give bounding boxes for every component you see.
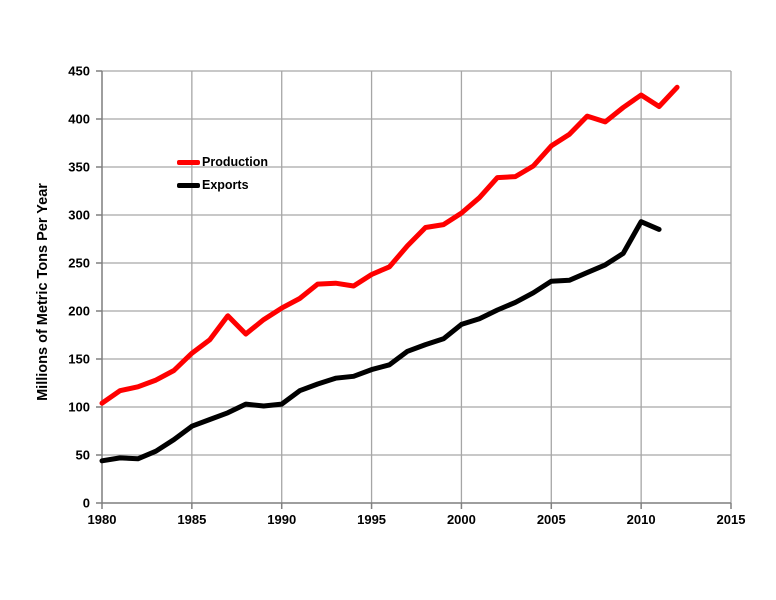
x-tick-label: 2005 xyxy=(537,512,566,527)
x-tick-label: 2000 xyxy=(447,512,476,527)
x-tick-label: 2010 xyxy=(627,512,656,527)
x-tick-label: 1980 xyxy=(88,512,117,527)
y-tick-label: 250 xyxy=(68,256,90,271)
y-tick-label: 150 xyxy=(68,352,90,367)
y-axis-title: Millions of Metric Tons Per Year xyxy=(35,183,51,401)
y-tick-label: 200 xyxy=(68,304,90,319)
y-tick-label: 100 xyxy=(68,400,90,415)
y-tick-label: 350 xyxy=(68,160,90,175)
y-tick-label: 450 xyxy=(68,64,90,79)
exports-line xyxy=(99,219,662,464)
y-tick-label: 300 xyxy=(68,208,90,223)
legend-label-production: Production xyxy=(202,155,268,170)
x-tick-label: 1985 xyxy=(177,512,206,527)
legend-item-exports: Exports xyxy=(177,174,268,197)
legend-item-production: Production xyxy=(177,151,268,174)
production-line xyxy=(99,84,680,406)
y-tick-label: 0 xyxy=(83,496,90,511)
x-tick-label: 2015 xyxy=(717,512,746,527)
y-tick-label: 400 xyxy=(68,112,90,127)
production-line-swatch xyxy=(177,160,200,165)
x-tick-label: 1990 xyxy=(267,512,296,527)
legend-label-exports: Exports xyxy=(202,178,249,193)
x-tick-label: 1995 xyxy=(357,512,386,527)
y-tick-label: 50 xyxy=(76,448,90,463)
exports-line-swatch xyxy=(177,183,200,188)
legend: Production Exports xyxy=(177,151,268,197)
